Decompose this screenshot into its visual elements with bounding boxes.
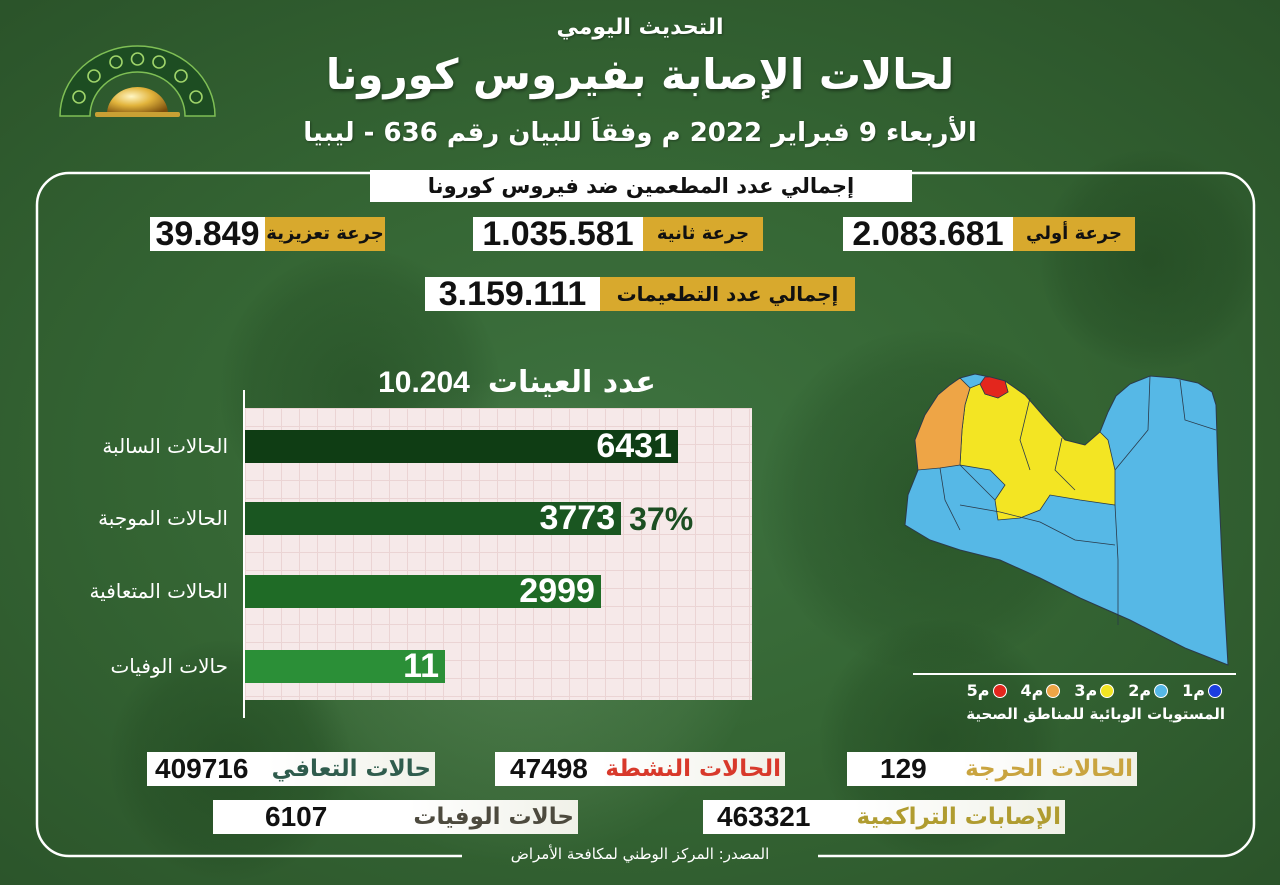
booster-dose-label: جرعة تعزيزية — [265, 217, 385, 251]
logo — [59, 45, 216, 117]
bar-deaths: 11 — [245, 647, 446, 685]
stat-active-value: 47498 — [510, 753, 588, 784]
legend-label: م5 — [966, 681, 990, 700]
stat-deaths: 6107 حالات الوفيات — [213, 800, 578, 834]
legend-item-level-5: م5 — [967, 681, 1007, 701]
stat-deaths-value: 6107 — [265, 801, 328, 832]
chart-title: عدد العينات 10.204 — [357, 362, 677, 404]
legend-label: م1 — [1182, 681, 1205, 700]
page-title: لحالات الإصابة بفيروس كورونا — [325, 50, 955, 99]
category-label-deaths: حالات الوفيات — [110, 654, 228, 678]
legend-label: م3 — [1074, 681, 1098, 700]
page-subtitle: الأربعاء 9 فبراير 2022 م وفقاَ للبيان رق… — [303, 118, 977, 148]
legend-item-level-4: م4 — [1021, 681, 1061, 701]
legend-dot-icon — [992, 684, 1007, 698]
chart-axis-line — [243, 390, 245, 718]
map-region-borders — [939, 375, 1217, 625]
second-dose-stat: 1.035.581 جرعة ثانية — [473, 217, 763, 251]
bar-negative: 6431 — [245, 427, 678, 465]
header-kicker: التحديث اليومي — [556, 15, 724, 40]
legend-item-level-3: م3 — [1074, 681, 1115, 701]
source-credit: المصدر: المركز الوطني لمكافحة الأمراض — [510, 845, 770, 863]
legend-dot-icon — [1100, 684, 1115, 698]
map-region-level-5 — [979, 376, 1009, 399]
second-dose-value: 1.035.581 — [473, 217, 643, 251]
legend-dot-icon — [1046, 684, 1061, 698]
stat-critical-value: 129 — [880, 753, 927, 784]
legend-dot-icon — [1208, 684, 1222, 698]
map-legend-title: المستويات الوبائية للمناطق الصحية — [966, 705, 1225, 723]
legend-dot-icon — [1154, 684, 1169, 698]
map-region-level-4 — [914, 377, 971, 471]
vaccination-title: إجمالي عدد المطعمين ضد فيروس كورونا — [370, 170, 912, 202]
stat-cumulative-label: الإصابات التراكمية — [852, 800, 1065, 834]
total-vaccinations-stat: 3.159.111 إجمالي عدد التطعيمات — [425, 277, 855, 311]
category-label-recovered: الحالات المتعافية — [89, 579, 228, 603]
category-label-negative: الحالات السالبة — [102, 434, 228, 458]
first-dose-value: 2.083.681 — [843, 217, 1013, 251]
total-vaccinations-value: 3.159.111 — [425, 277, 600, 311]
legend-label: م2 — [1128, 681, 1152, 700]
bar-value-deaths: 11 — [403, 647, 440, 685]
legend-label: م4 — [1020, 681, 1044, 700]
stat-active-label: الحالات النشطة — [601, 752, 785, 786]
stat-active: 47498 الحالات النشطة — [495, 752, 785, 786]
background-virus-decoration — [1040, 150, 1260, 370]
libya-map — [904, 373, 1229, 666]
map-legend: م1 م2 م3 م4 م5 — [930, 681, 1222, 701]
second-dose-label: جرعة ثانية — [643, 217, 763, 251]
stat-cumulative-value: 463321 — [717, 801, 811, 832]
legend-item-level-2: م2 — [1128, 681, 1169, 701]
booster-dose-stat: 39.849 جرعة تعزيزية — [150, 217, 385, 251]
map-legend-divider — [913, 673, 1236, 675]
total-vaccinations-label: إجمالي عدد التطعيمات — [600, 277, 855, 311]
category-label-positive: الحالات الموجبة — [98, 506, 228, 530]
bar-value-negative: 6431 — [596, 427, 672, 465]
bar-value-recovered: 2999 — [519, 572, 595, 610]
stat-deaths-label: حالات الوفيات — [409, 800, 578, 834]
booster-dose-value: 39.849 — [150, 217, 265, 251]
stat-recovered-label: حالات التعافي — [267, 752, 435, 786]
stat-recovered: 409716 حالات التعافي — [147, 752, 435, 786]
stat-critical-label: الحالات الحرجة — [961, 752, 1137, 786]
first-dose-label: جرعة أولي — [1013, 217, 1135, 251]
legend-item-level-1: م1 — [1182, 681, 1222, 701]
stat-critical: 129 الحالات الحرجة — [847, 752, 1137, 786]
positive-percent-annotation: 37% — [629, 501, 694, 537]
stat-cumulative: 463321 الإصابات التراكمية — [703, 800, 1065, 834]
bar-recovered: 2999 — [245, 572, 601, 610]
chart-title-text: عدد العينات — [487, 365, 656, 400]
bar-positive: 3773 — [245, 499, 622, 537]
first-dose-stat: 2.083.681 جرعة أولي — [843, 217, 1135, 251]
bar-value-positive: 3773 — [539, 499, 616, 537]
stat-recovered-value: 409716 — [155, 753, 249, 784]
chart-title-value: 10.204 — [378, 366, 470, 399]
